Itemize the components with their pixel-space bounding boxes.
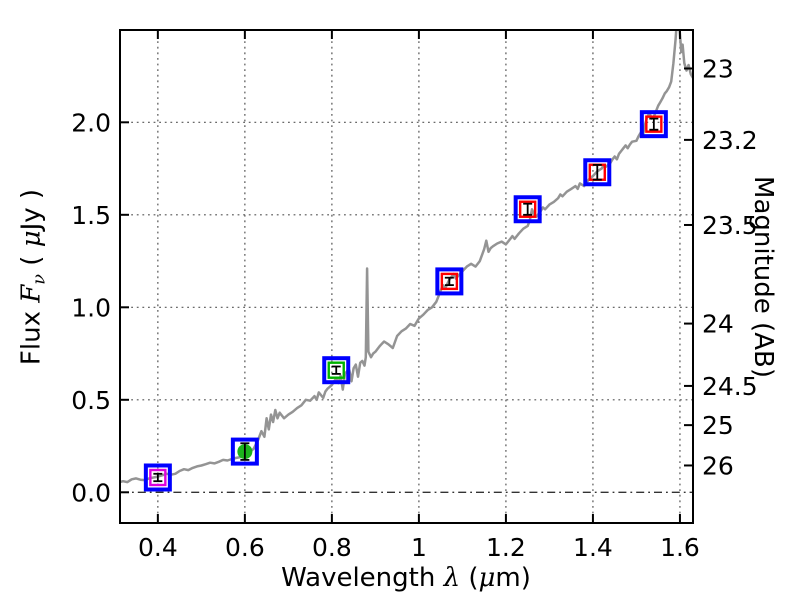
- photometry-point: [583, 158, 612, 187]
- math-symbol: ν: [29, 273, 50, 285]
- error-bar: [592, 163, 602, 181]
- spectrum-line: [120, 30, 693, 484]
- axis-title-text: (: [16, 247, 47, 274]
- outer-square-marker: [143, 463, 172, 492]
- math-symbol: F: [16, 284, 47, 303]
- y-tick-label-flux: 0.5: [71, 386, 111, 415]
- photometry-point: [230, 437, 259, 466]
- tick-labels: 0.4 0.6 0.8 1 1.2 1.4 1.6 0.0 0.5 1.0 1.5 2.0 23 23.2…: [71, 54, 757, 562]
- y-tick-label-magnitude: 26: [702, 451, 734, 480]
- y-tick-label-magnitude: 24.5: [702, 372, 758, 401]
- inner-marker: [645, 115, 663, 133]
- y-tick-label-flux: 2.0: [71, 108, 111, 137]
- photometry-point: [639, 110, 668, 139]
- inner-marker: [518, 200, 537, 218]
- axis-ticks: [120, 30, 693, 523]
- x-tick-label: 1.4: [573, 533, 613, 562]
- y-tick-label-magnitude: 24: [702, 310, 734, 339]
- y-tick-label-magnitude: 23.5: [702, 211, 758, 240]
- photometry-markers: [143, 110, 668, 492]
- x-tick-label: 0.8: [312, 533, 352, 562]
- error-bar: [331, 365, 341, 375]
- outer-square-marker: [435, 267, 464, 296]
- inner-marker: [149, 468, 167, 487]
- y-tick-label-flux: 1.0: [71, 293, 111, 322]
- left-axis-title: Flux Fν ( μJy ): [16, 189, 49, 365]
- error-bar: [444, 276, 454, 287]
- outer-square-marker: [513, 195, 542, 224]
- x-tick-label: 0.6: [225, 533, 265, 562]
- inner-marker: [440, 272, 459, 291]
- outer-square-marker: [639, 110, 668, 139]
- y-tick-label-flux: 1.5: [71, 201, 111, 230]
- y-tick-label-magnitude: 23: [702, 54, 734, 83]
- grid-lines: [120, 30, 693, 523]
- math-symbol: λ: [443, 563, 461, 593]
- x-tick-label: 0.4: [138, 533, 178, 562]
- axis-title-text: Flux: [16, 302, 47, 366]
- math-symbol: μ: [478, 563, 496, 593]
- axis-title-text: Wavelength: [281, 563, 444, 593]
- math-symbol: μ: [16, 230, 47, 248]
- x-tick-label: 1.2: [486, 533, 526, 562]
- error-bar: [649, 117, 659, 131]
- axis-title-text: m): [495, 563, 531, 593]
- inner-marker: [327, 361, 345, 379]
- photometry-point: [322, 356, 351, 385]
- x-tick-label: 1: [411, 533, 427, 562]
- photometry-point: [435, 267, 464, 296]
- error-bar: [523, 202, 533, 216]
- error-bar: [153, 472, 163, 483]
- x-tick-label: 1.6: [660, 533, 700, 562]
- y-tick-label-magnitude: 23.2: [702, 126, 758, 155]
- y-tick-label-magnitude: 25: [702, 411, 734, 440]
- right-axis-title: Magnitude (AB): [748, 176, 778, 378]
- outer-square-marker: [230, 437, 259, 466]
- photometry-point: [143, 463, 172, 492]
- plot-frame: [119, 29, 694, 524]
- outer-square-marker: [322, 356, 351, 385]
- error-bar: [240, 442, 250, 461]
- x-axis-title: Wavelength λ (μm): [281, 563, 531, 593]
- y-tick-label-flux: 0.0: [71, 478, 111, 507]
- photometry-point: [513, 195, 542, 224]
- axis-title-text: (: [460, 563, 479, 593]
- outer-square-marker: [583, 158, 612, 187]
- axis-title-text: Jy ): [16, 188, 47, 231]
